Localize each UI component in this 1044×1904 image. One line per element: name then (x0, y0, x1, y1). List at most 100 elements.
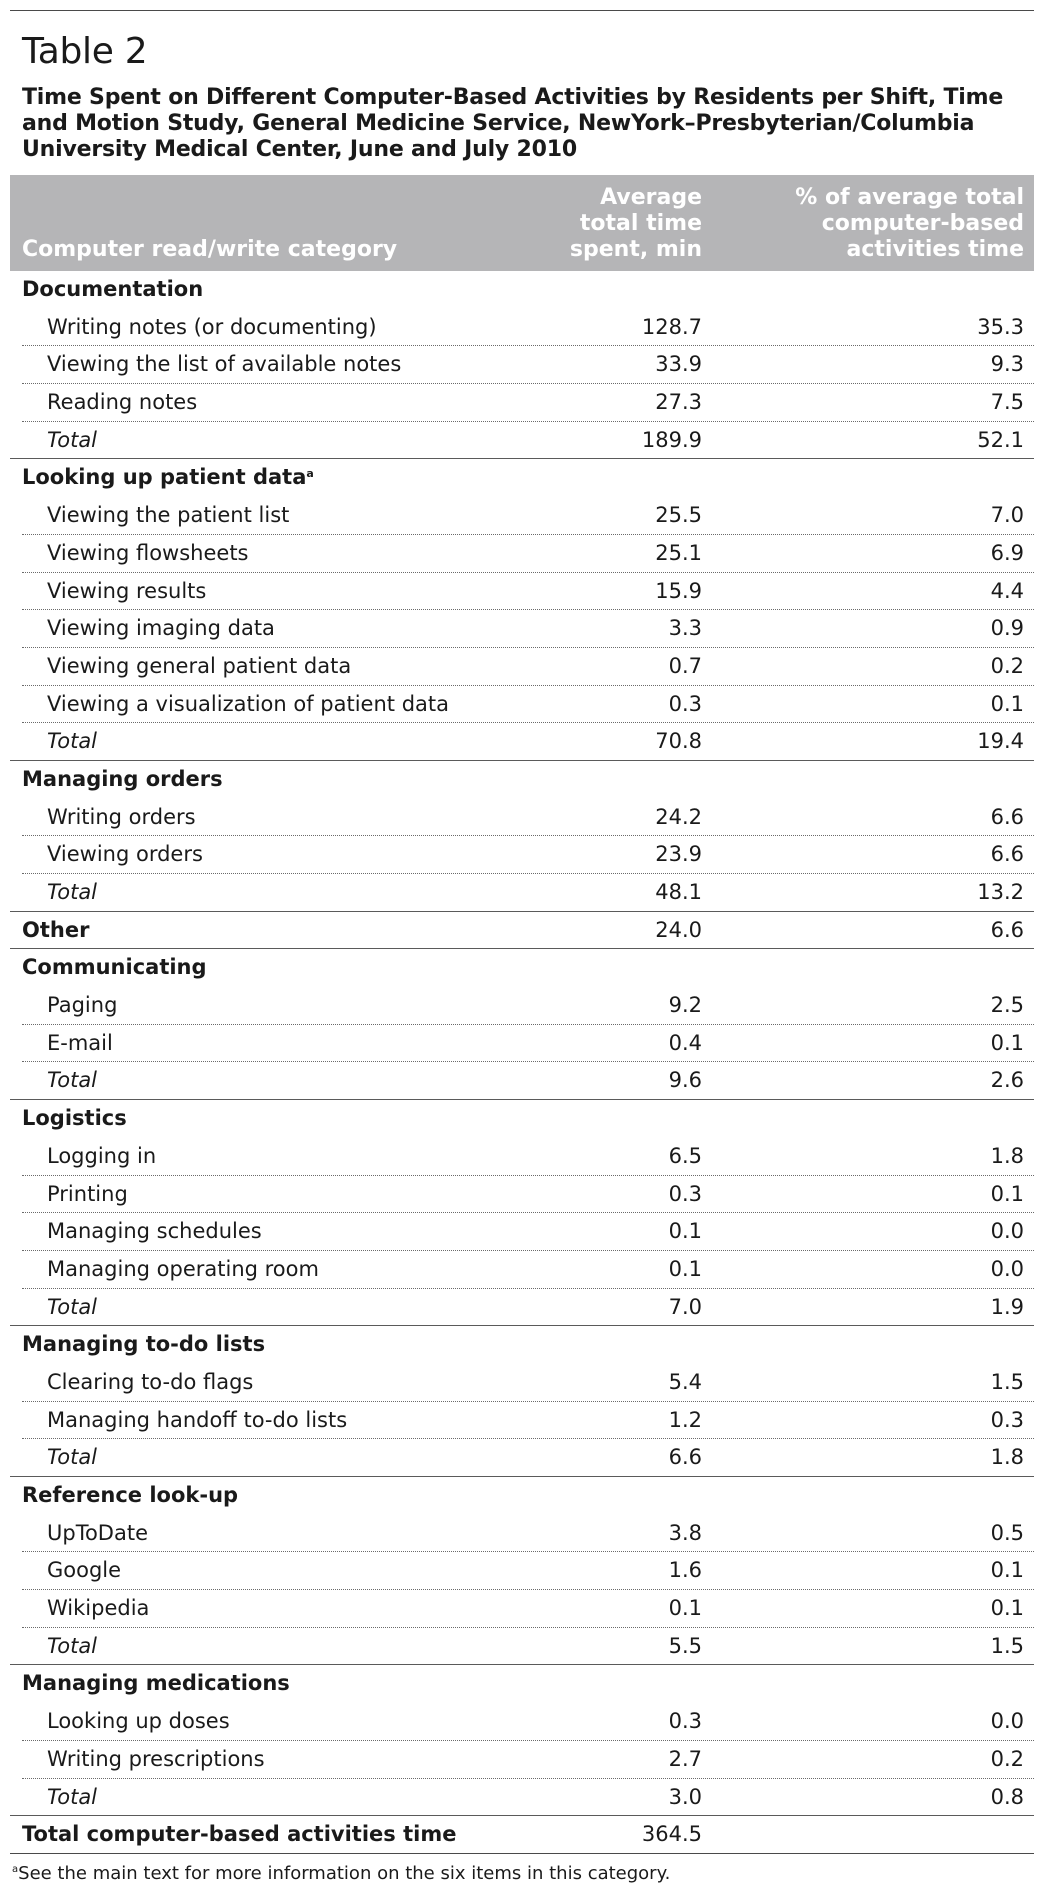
item-row: Managing operating room 0.1 0.0 (10, 1251, 1034, 1289)
percent-cell: 7.5 (990, 390, 1024, 415)
header-average-line: Average (600, 185, 702, 210)
row-label-text: Paging (47, 993, 118, 1018)
row-label: Viewing orders (47, 836, 203, 874)
row-label-text: Viewing a visualization of patient data (47, 691, 449, 716)
average-time-cell: 25.5 (655, 503, 702, 528)
item-row: UpToDate 3.8 0.5 (10, 1515, 1034, 1553)
percent-cell: 1.8 (990, 1143, 1024, 1168)
item-row: Looking up doses 0.3 0.0 (10, 1703, 1034, 1741)
row-label-text: E-mail (47, 1030, 113, 1055)
row-label: Logistics (22, 1100, 127, 1138)
item-row: Writing prescriptions 2.7 0.2 (10, 1741, 1034, 1779)
percent-cell: 0.0 (990, 1219, 1024, 1244)
item-row: Managing handoff to-do lists 1.2 0.3 (10, 1402, 1034, 1440)
section-heading-row: Logistics (10, 1100, 1034, 1138)
header-percent-line: activities time (846, 237, 1024, 262)
percent-cell: 4.4 (990, 578, 1024, 603)
percent-cell: 0.1 (990, 1596, 1024, 1621)
percent-cell: 7.0 (990, 503, 1024, 528)
row-label-text: Total (47, 1445, 98, 1470)
row-label-text: Communicating (22, 955, 207, 980)
row-label-text: Viewing orders (47, 842, 203, 867)
row-label: E-mail (47, 1025, 113, 1063)
row-label: Documentation (22, 271, 203, 309)
row-label: Viewing the patient list (47, 497, 289, 535)
average-time-cell: 1.6 (668, 1558, 702, 1583)
average-time-cell: 3.3 (668, 616, 702, 641)
item-row: Viewing imaging data 3.3 0.9 (10, 610, 1034, 648)
row-label: Viewing imaging data (47, 610, 275, 648)
item-row: Viewing the patient list 25.5 7.0 (10, 497, 1034, 535)
percent-cell: 6.6 (990, 804, 1024, 829)
grand-total-row: Total computer-based activities time 364.… (10, 1816, 1034, 1854)
row-label-text: Total (47, 1633, 98, 1658)
row-label-text: Logging in (47, 1143, 157, 1168)
row-label: Total (47, 1439, 97, 1477)
table-title: Time Spent on Different Computer-Based A… (22, 85, 1004, 162)
row-label: Logging in (47, 1138, 156, 1176)
row-label: Total (47, 1628, 97, 1666)
percent-cell: 0.2 (990, 1746, 1024, 1771)
subtotal-row: Total 48.1 13.2 (10, 874, 1034, 912)
percent-cell: 0.9 (990, 616, 1024, 641)
row-label: Managing medications (22, 1665, 290, 1703)
item-row: Viewing the list of available notes 33.9 9… (10, 346, 1034, 384)
percent-cell: 6.6 (990, 917, 1024, 942)
percent-cell: 0.1 (990, 1558, 1024, 1583)
percent-cell: 0.0 (990, 1709, 1024, 1734)
row-label-text: Total computer-based activities time (22, 1822, 457, 1847)
subtotal-row: Total 3.0 0.8 (10, 1779, 1034, 1817)
average-time-cell: 5.4 (668, 1369, 702, 1394)
average-time-cell: 15.9 (655, 578, 702, 603)
header-average-line: total time (579, 211, 702, 236)
percent-cell: 2.6 (990, 1068, 1024, 1093)
percent-cell: 0.1 (990, 1181, 1024, 1206)
row-label-text: Writing notes (or documenting) (47, 314, 377, 339)
row-label: Communicating (22, 949, 207, 987)
row-label-text: Other (22, 917, 90, 942)
row-label-text: Managing schedules (47, 1219, 262, 1244)
percent-cell: 35.3 (977, 314, 1024, 339)
row-label: Managing operating room (47, 1251, 319, 1289)
header-percent: % of average total computer-based activi… (744, 185, 1024, 263)
average-time-cell: 6.6 (668, 1445, 702, 1470)
average-time-cell: 0.1 (668, 1256, 702, 1281)
table-body: Documentation Writing notes (or documenti… (10, 271, 1034, 1854)
section-heading-row: Reference look-up (10, 1477, 1034, 1515)
row-label: Managing orders (22, 761, 223, 799)
header-category: Computer read/write category (22, 237, 398, 262)
item-row: Managing schedules 0.1 0.0 (10, 1213, 1034, 1251)
row-label-text: Managing handoff to-do lists (47, 1407, 348, 1432)
average-time-cell: 3.8 (668, 1520, 702, 1545)
percent-cell: 0.2 (990, 653, 1024, 678)
item-row: Viewing a visualization of patient data 0… (10, 686, 1034, 724)
row-label: Reading notes (47, 384, 197, 422)
row-label-text: Total (47, 880, 98, 904)
row-label: Writing orders (47, 799, 196, 837)
section-heading-row: Managing medications (10, 1665, 1034, 1703)
subtotal-row: Total 9.6 2.6 (10, 1062, 1034, 1100)
average-time-cell: 364.5 (641, 1822, 702, 1847)
row-label-text: Google (47, 1558, 122, 1583)
percent-cell: 1.8 (990, 1445, 1024, 1470)
subtotal-row: Total 70.8 19.4 (10, 723, 1034, 761)
section-heading-row: Managing to-do lists (10, 1326, 1034, 1364)
percent-cell: 13.2 (977, 880, 1024, 904)
average-time-cell: 33.9 (655, 352, 702, 377)
item-row: Viewing orders 23.9 6.6 (10, 836, 1034, 874)
percent-cell: 0.8 (990, 1784, 1024, 1809)
average-time-cell: 0.4 (668, 1030, 702, 1055)
average-time-cell: 2.7 (668, 1746, 702, 1771)
row-label-text: Managing to-do lists (22, 1332, 266, 1357)
row-label: Total (47, 723, 97, 761)
row-label: Viewing the list of available notes (47, 346, 401, 384)
row-label: Total (47, 874, 97, 912)
percent-cell: 6.9 (990, 540, 1024, 565)
average-time-cell: 25.1 (655, 540, 702, 565)
average-time-cell: 128.7 (641, 314, 702, 339)
row-label: Other (22, 912, 89, 950)
item-row: Wikipedia 0.1 0.1 (10, 1590, 1034, 1628)
average-time-cell: 0.3 (668, 1709, 702, 1734)
row-label-text: Managing orders (22, 766, 223, 791)
footnote: aSee the main text for more information … (12, 1862, 1034, 1886)
